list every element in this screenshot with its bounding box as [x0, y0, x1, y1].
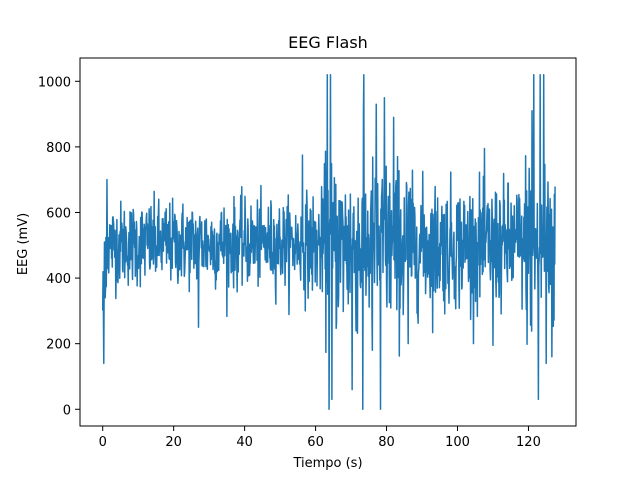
x-tick-label: 80 — [378, 435, 395, 450]
y-tick-label: 200 — [46, 338, 71, 353]
y-axis-label: EEG (mV) — [16, 213, 31, 275]
x-tick-label: 20 — [165, 435, 182, 450]
x-tick-label: 100 — [445, 435, 470, 450]
y-tick-label: 1000 — [38, 75, 71, 90]
x-tick-label: 40 — [236, 435, 253, 450]
chart-title: EEG Flash — [288, 33, 368, 52]
y-tick-label: 0 — [63, 403, 71, 418]
x-tick-label: 120 — [516, 435, 541, 450]
x-axis-label: Tiempo (s) — [292, 456, 362, 471]
series-line — [101, 73, 556, 411]
y-tick-label: 800 — [46, 141, 71, 156]
y-tick-label: 600 — [46, 206, 71, 221]
y-tick-label: 400 — [46, 272, 71, 287]
x-tick-label: 60 — [307, 435, 324, 450]
plot-frame — [79, 57, 577, 427]
x-tick-label: 0 — [99, 435, 107, 450]
plot-area — [79, 57, 577, 427]
axis-ticks: 0 20 40 60 80 100 120 0 200 400 600 800 1000 — [38, 75, 541, 450]
